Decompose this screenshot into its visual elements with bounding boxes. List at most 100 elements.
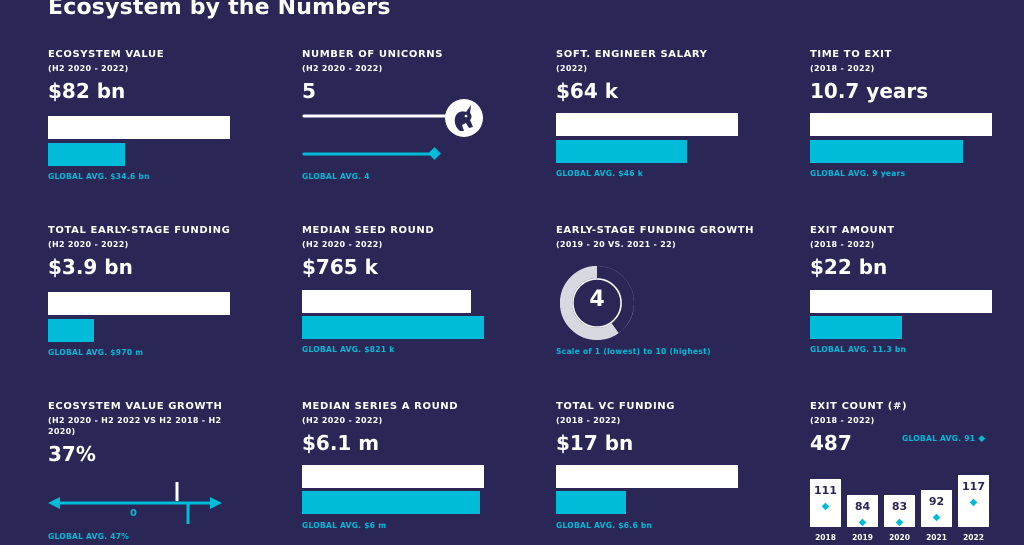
tile-label: EXIT AMOUNT: [810, 225, 895, 236]
tile-label: NUMBER OF UNICORNS: [302, 49, 444, 60]
tile-label: ECOSYSTEM VALUE: [48, 49, 165, 60]
tile-label: MEDIAN SEED ROUND: [302, 225, 435, 236]
tile-early-funding: TOTAL EARLY-STAGE FUNDING (H2 2020 - 202…: [48, 224, 248, 279]
tile-unicorns: NUMBER OF UNICORNS (H2 2020 - 2022) 5: [302, 48, 502, 103]
unicorns-avg: GLOBAL AVG. 4: [302, 172, 370, 181]
diamond-icon: ◆: [978, 434, 986, 444]
funding-growth-gauge: [560, 266, 634, 340]
vc-funding-global-bar: [556, 491, 626, 514]
exit-count-avg: GLOBAL AVG. 91 ◆: [902, 434, 985, 444]
tile-value: $6.1 m: [302, 431, 380, 455]
exit-amount-avg: GLOBAL AVG. 11.3 bn: [810, 345, 907, 354]
series-a-avg: GLOBAL AVG. $6 m: [302, 521, 387, 530]
ecosystem-value-avg: GLOBAL AVG. $34.6 bn: [48, 172, 150, 181]
early-funding-avg: GLOBAL AVG. $970 m: [48, 348, 144, 357]
exit-count-year-label: 2020: [889, 533, 910, 542]
engineer-salary-bar: [556, 113, 738, 136]
tile-vc-funding: TOTAL VC FUNDING (2018 - 2022) $17 bn: [556, 400, 756, 455]
tile-period: (2019 - 20 VS. 2021 - 22): [556, 240, 676, 249]
vc-funding-bar: [556, 465, 738, 488]
page-title: Ecosystem by the Numbers: [48, 0, 391, 20]
tile-seed-round: MEDIAN SEED ROUND (H2 2020 - 2022) $765 …: [302, 224, 502, 279]
tile-label: ECOSYSTEM VALUE GROWTH: [48, 401, 223, 412]
tile-funding-growth: EARLY-STAGE FUNDING GROWTH (2019 - 20 VS…: [556, 224, 756, 250]
tile-period: (2018 - 2022): [556, 416, 621, 425]
exit-amount-global-bar: [810, 316, 902, 339]
tile-period: (H2 2020 - 2022): [302, 240, 383, 249]
diamond-icon: ◆: [821, 501, 830, 512]
engineer-salary-global-bar: [556, 140, 687, 163]
tile-value: 487: [810, 431, 852, 455]
ecosystem-value-global-bar: [48, 143, 125, 166]
diamond-icon: ◆: [969, 497, 978, 508]
series-a-bar: [302, 465, 484, 488]
time-to-exit-global-bar: [810, 140, 963, 163]
seed-round-bar: [302, 290, 471, 313]
value-growth-avg: GLOBAL AVG. 47%: [48, 532, 130, 541]
tile-value-growth: ECOSYSTEM VALUE GROWTH (H2 2020 - H2 202…: [48, 400, 238, 466]
tile-period: (H2 2020 - H2 2022 VS H2 2018 - H2 2020): [48, 416, 222, 436]
tile-value: 10.7 years: [810, 79, 929, 103]
ecosystem-value-bar: [48, 116, 230, 139]
tile-value: $82 bn: [48, 79, 126, 103]
tile-value: 5: [302, 79, 316, 103]
early-funding-global-bar: [48, 319, 94, 342]
tile-value: $17 bn: [556, 431, 634, 455]
tile-period: (2018 - 2022): [810, 240, 875, 249]
tile-value: 37%: [48, 442, 96, 466]
tile-period: (2018 - 2022): [810, 64, 875, 73]
tile-value: $64 k: [556, 79, 619, 103]
tile-label: EARLY-STAGE FUNDING GROWTH: [556, 225, 755, 236]
exit-count-value-label: 84: [854, 500, 871, 513]
tile-label: MEDIAN SERIES A ROUND: [302, 401, 459, 412]
tile-label: TIME TO EXIT: [810, 49, 892, 60]
time-to-exit-avg: GLOBAL AVG. 9 years: [810, 169, 906, 178]
tile-label: TOTAL VC FUNDING: [556, 401, 676, 412]
seed-round-global-bar: [302, 316, 484, 339]
tile-period: (2018 - 2022): [810, 416, 875, 425]
unicorn-icon: [445, 99, 483, 137]
value-growth-zero: 0: [130, 508, 138, 519]
tile-period: (2022): [556, 64, 588, 73]
time-to-exit-bar: [810, 113, 992, 136]
early-funding-bar: [48, 292, 230, 315]
tile-period: (H2 2020 - 2022): [48, 240, 129, 249]
engineer-salary-avg: GLOBAL AVG. $46 k: [556, 169, 644, 178]
exit-amount-bar: [810, 290, 992, 313]
funding-growth-score: 4: [589, 287, 605, 312]
diamond-icon: ◆: [858, 517, 867, 528]
exit-count-year-label: 2022: [963, 533, 984, 542]
tile-value: $765 k: [302, 255, 378, 279]
tile-time-to-exit: TIME TO EXIT (2018 - 2022) 10.7 years: [810, 48, 1010, 103]
value-growth-axis: [48, 482, 222, 524]
exit-count-avg-label: GLOBAL AVG. 91: [902, 434, 976, 443]
exit-count-bar-2019: 84 ◆: [847, 495, 878, 528]
exit-count-bar-2021: 92 ◆: [921, 490, 952, 527]
tile-value: $22 bn: [810, 255, 888, 279]
exit-count-value-label: 111: [814, 484, 837, 497]
tile-label: EXIT COUNT (#): [810, 401, 908, 412]
exit-count-bar-2018: 111 ◆: [810, 479, 841, 527]
exit-count-year-label: 2021: [926, 533, 947, 542]
tile-ecosystem-value: ECOSYSTEM VALUE (H2 2020 - 2022) $82 bn: [48, 48, 248, 103]
exit-count-value-label: 117: [962, 480, 985, 493]
tile-label: TOTAL EARLY-STAGE FUNDING: [48, 225, 231, 236]
tile-value: $3.9 bn: [48, 255, 133, 279]
tile-series-a: MEDIAN SERIES A ROUND (H2 2020 - 2022) $…: [302, 400, 502, 455]
tile-label: SOFT. ENGINEER SALARY: [556, 49, 708, 60]
tile-period: (H2 2020 - 2022): [302, 64, 383, 73]
exit-count-value-label: 83: [891, 500, 908, 513]
vc-funding-avg: GLOBAL AVG. $6.6 bn: [556, 521, 653, 530]
tile-period: (H2 2020 - 2022): [48, 64, 129, 73]
diamond-icon: ◆: [932, 512, 941, 523]
tile-exit-count: EXIT COUNT (#) (2018 - 2022) 487: [810, 400, 1010, 455]
tile-exit-amount: EXIT AMOUNT (2018 - 2022) $22 bn: [810, 224, 1010, 279]
tile-engineer-salary: SOFT. ENGINEER SALARY (2022) $64 k: [556, 48, 756, 103]
exit-count-year-label: 2018: [815, 533, 836, 542]
seed-round-avg: GLOBAL AVG. $821 k: [302, 345, 395, 354]
unicorns-slider-graphic: [302, 114, 454, 160]
diamond-icon: ◆: [895, 517, 904, 528]
exit-count-value-label: 92: [928, 495, 945, 508]
exit-count-year-label: 2019: [852, 533, 873, 542]
tile-period: (H2 2020 - 2022): [302, 416, 383, 425]
